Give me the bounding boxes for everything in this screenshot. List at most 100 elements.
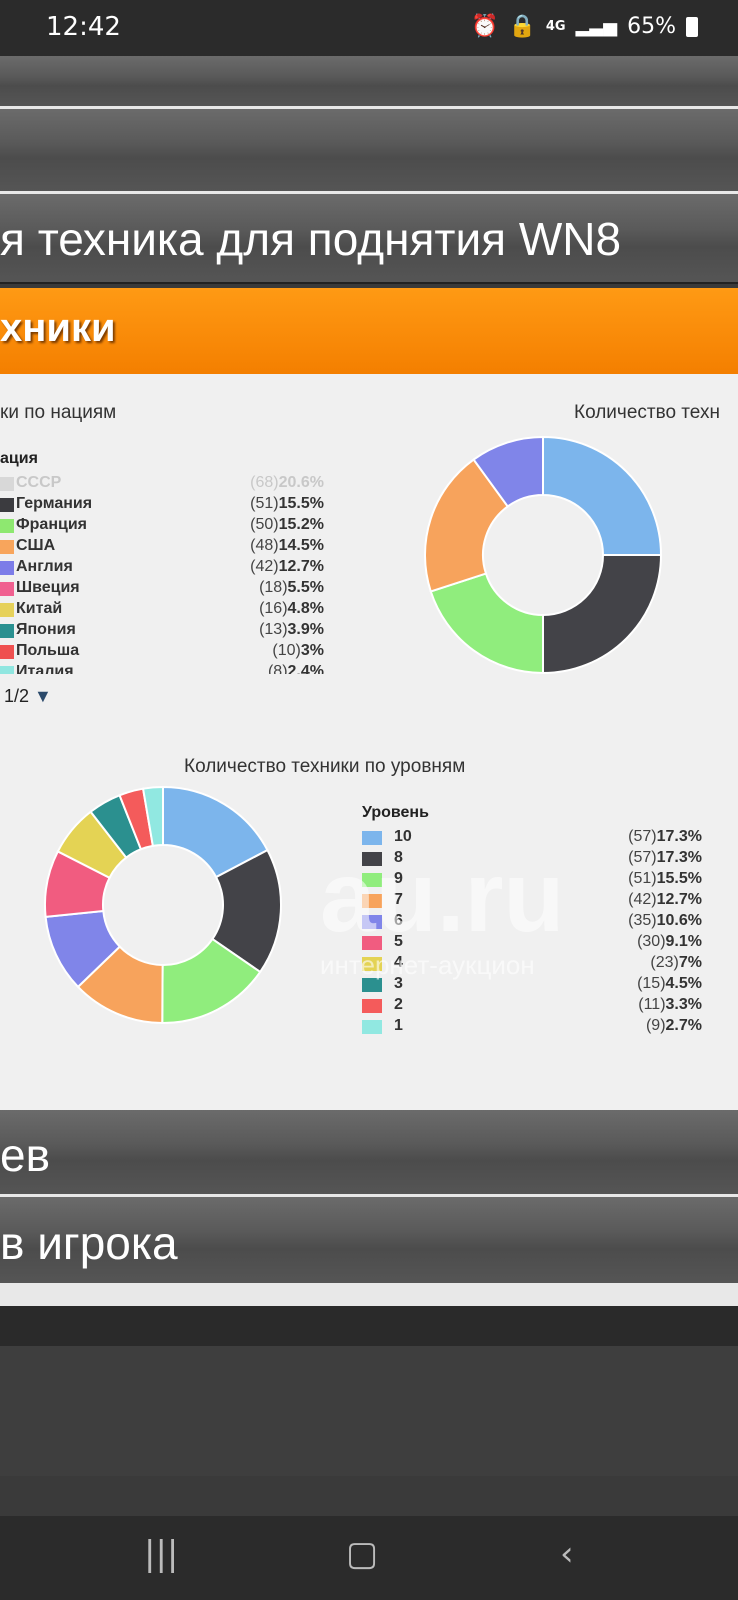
levels-donut-chart [44, 785, 282, 1025]
home-icon[interactable]: ▢ [346, 1534, 379, 1574]
legend-count: (10) [272, 642, 301, 659]
count-donut-chart [424, 435, 663, 675]
legend-swatch [0, 645, 14, 659]
legend-label: 3 [394, 975, 403, 992]
levels-legend-title: Уровень [362, 804, 429, 821]
legend-percent: 14.5% [278, 537, 324, 554]
legend-percent: 12.7% [278, 558, 324, 575]
levels-legend-item[interactable]: 6 (35)10.6% [362, 912, 702, 933]
legend-label: 4 [394, 954, 403, 971]
levels-legend-item[interactable]: 3 (15)4.5% [362, 975, 702, 996]
legend-count: (15) [637, 975, 666, 992]
nations-legend-item[interactable]: СССР (68)20.6% [0, 474, 324, 495]
nations-legend-item[interactable]: Франция (50)15.2% [0, 516, 324, 537]
section-bar-wn8[interactable] [0, 194, 738, 284]
levels-legend-item[interactable]: 8 (57)17.3% [362, 849, 702, 870]
section-bar-1[interactable] [0, 56, 738, 108]
legend-value: (51)15.5% [628, 870, 702, 888]
legend-pager[interactable]: 1/2 ▼ [4, 686, 52, 707]
levels-legend-item[interactable]: 9 (51)15.5% [362, 870, 702, 891]
section-bar-2[interactable] [0, 109, 738, 193]
legend-percent: 15.5% [656, 870, 702, 887]
legend-label: 8 [394, 849, 403, 866]
levels-legend-item[interactable]: 7 (42)12.7% [362, 891, 702, 912]
legend-label: Япония [16, 621, 76, 638]
nations-legend-item[interactable]: Англия (42)12.7% [0, 558, 324, 579]
levels-legend-item[interactable]: 5 (30)9.1% [362, 933, 702, 954]
levels-legend-item[interactable]: 10 (57)17.3% [362, 828, 702, 849]
legend-value: (57)17.3% [628, 828, 702, 846]
legend-percent: 5.5% [287, 579, 324, 596]
nations-legend-item[interactable]: Япония (13)3.9% [0, 621, 324, 642]
legend-label: 2 [394, 996, 403, 1013]
legend-swatch [362, 894, 382, 908]
legend-value: (48)14.5% [250, 537, 324, 555]
legend-value: (9)2.7% [646, 1017, 702, 1035]
legend-percent: 4.8% [287, 600, 324, 617]
signal-icon: ▂▃▅ [575, 16, 618, 37]
legend-swatch [362, 999, 382, 1013]
legend-count: (8) [267, 663, 288, 674]
nations-legend-item[interactable]: Швеция (18)5.5% [0, 579, 324, 600]
legend-swatch [0, 519, 14, 533]
legend-label: 7 [394, 891, 403, 908]
orange-section-title: хники [0, 306, 116, 350]
legend-count: (51) [628, 870, 657, 887]
back-icon[interactable]: ‹ [560, 1534, 574, 1574]
section-title-player: в игрока [0, 1217, 178, 1269]
legend-percent: 9.1% [665, 933, 702, 950]
legend-percent: 2.4% [287, 663, 324, 674]
legend-percent: 7% [678, 954, 702, 971]
alarm-icon: ⏰ [471, 14, 499, 39]
legend-value: (18)5.5% [259, 579, 324, 597]
status-bar [0, 0, 738, 56]
nations-legend-item[interactable]: США (48)14.5% [0, 537, 324, 558]
legend-value: (11)3.3% [638, 996, 702, 1014]
orange-section-header[interactable] [0, 288, 738, 374]
legend-swatch [362, 936, 382, 950]
nations-legend-item[interactable]: Китай (16)4.8% [0, 600, 324, 621]
legend-swatch [362, 978, 382, 992]
legend-swatch [362, 831, 382, 845]
legend-count: (30) [637, 933, 666, 950]
battery-percent: 65% [627, 14, 676, 39]
levels-legend-item[interactable]: 1 (9)2.7% [362, 1017, 702, 1038]
count-slice-0[interactable] [542, 435, 663, 556]
legend-value: (23)7% [650, 954, 702, 972]
count-chart-title: Количество техн [574, 402, 720, 423]
legend-label: Франция [16, 516, 87, 533]
levels-slice-9[interactable] [141, 785, 164, 848]
levels-legend-item[interactable]: 2 (11)3.3% [362, 996, 702, 1017]
count-slice-2[interactable] [429, 572, 544, 675]
legend-value: (35)10.6% [628, 912, 702, 930]
legend-label: Китай [16, 600, 63, 617]
divider [0, 1194, 738, 1197]
legend-count: (57) [628, 849, 657, 866]
nations-legend-item[interactable]: Германия (51)15.5% [0, 495, 324, 516]
legend-swatch [0, 666, 14, 674]
recent-apps-icon[interactable]: ||| [144, 1534, 179, 1574]
watermark-sub: интернет-аукцион [320, 950, 535, 980]
legend-label: 1 [394, 1017, 403, 1034]
legend-count: (18) [259, 579, 288, 596]
legend-value: (51)15.5% [250, 495, 324, 513]
legend-percent: 17.3% [656, 828, 702, 845]
section-bar-battles[interactable] [0, 1110, 738, 1196]
legend-swatch [0, 603, 14, 617]
count-slice-3[interactable] [424, 458, 510, 593]
count-slice-1[interactable] [542, 554, 663, 675]
pager-down-icon[interactable]: ▼ [34, 686, 52, 706]
nations-legend-item[interactable]: Италия (8)2.4% [0, 663, 324, 674]
legend-value: (57)17.3% [628, 849, 702, 867]
legend-count: (16) [259, 600, 288, 617]
legend-swatch [0, 624, 14, 638]
page-footer-strip [0, 1283, 738, 1306]
footer-block [0, 1346, 738, 1476]
levels-legend-item[interactable]: 4 (23)7% [362, 954, 702, 975]
legend-swatch [0, 477, 14, 491]
count-slice-4[interactable] [472, 435, 544, 508]
legend-count: (9) [645, 1017, 666, 1034]
legend-value: (68)20.6% [250, 474, 324, 492]
nations-legend-item[interactable]: Польша (10)3% [0, 642, 324, 663]
watermark: au.ru [320, 841, 565, 953]
